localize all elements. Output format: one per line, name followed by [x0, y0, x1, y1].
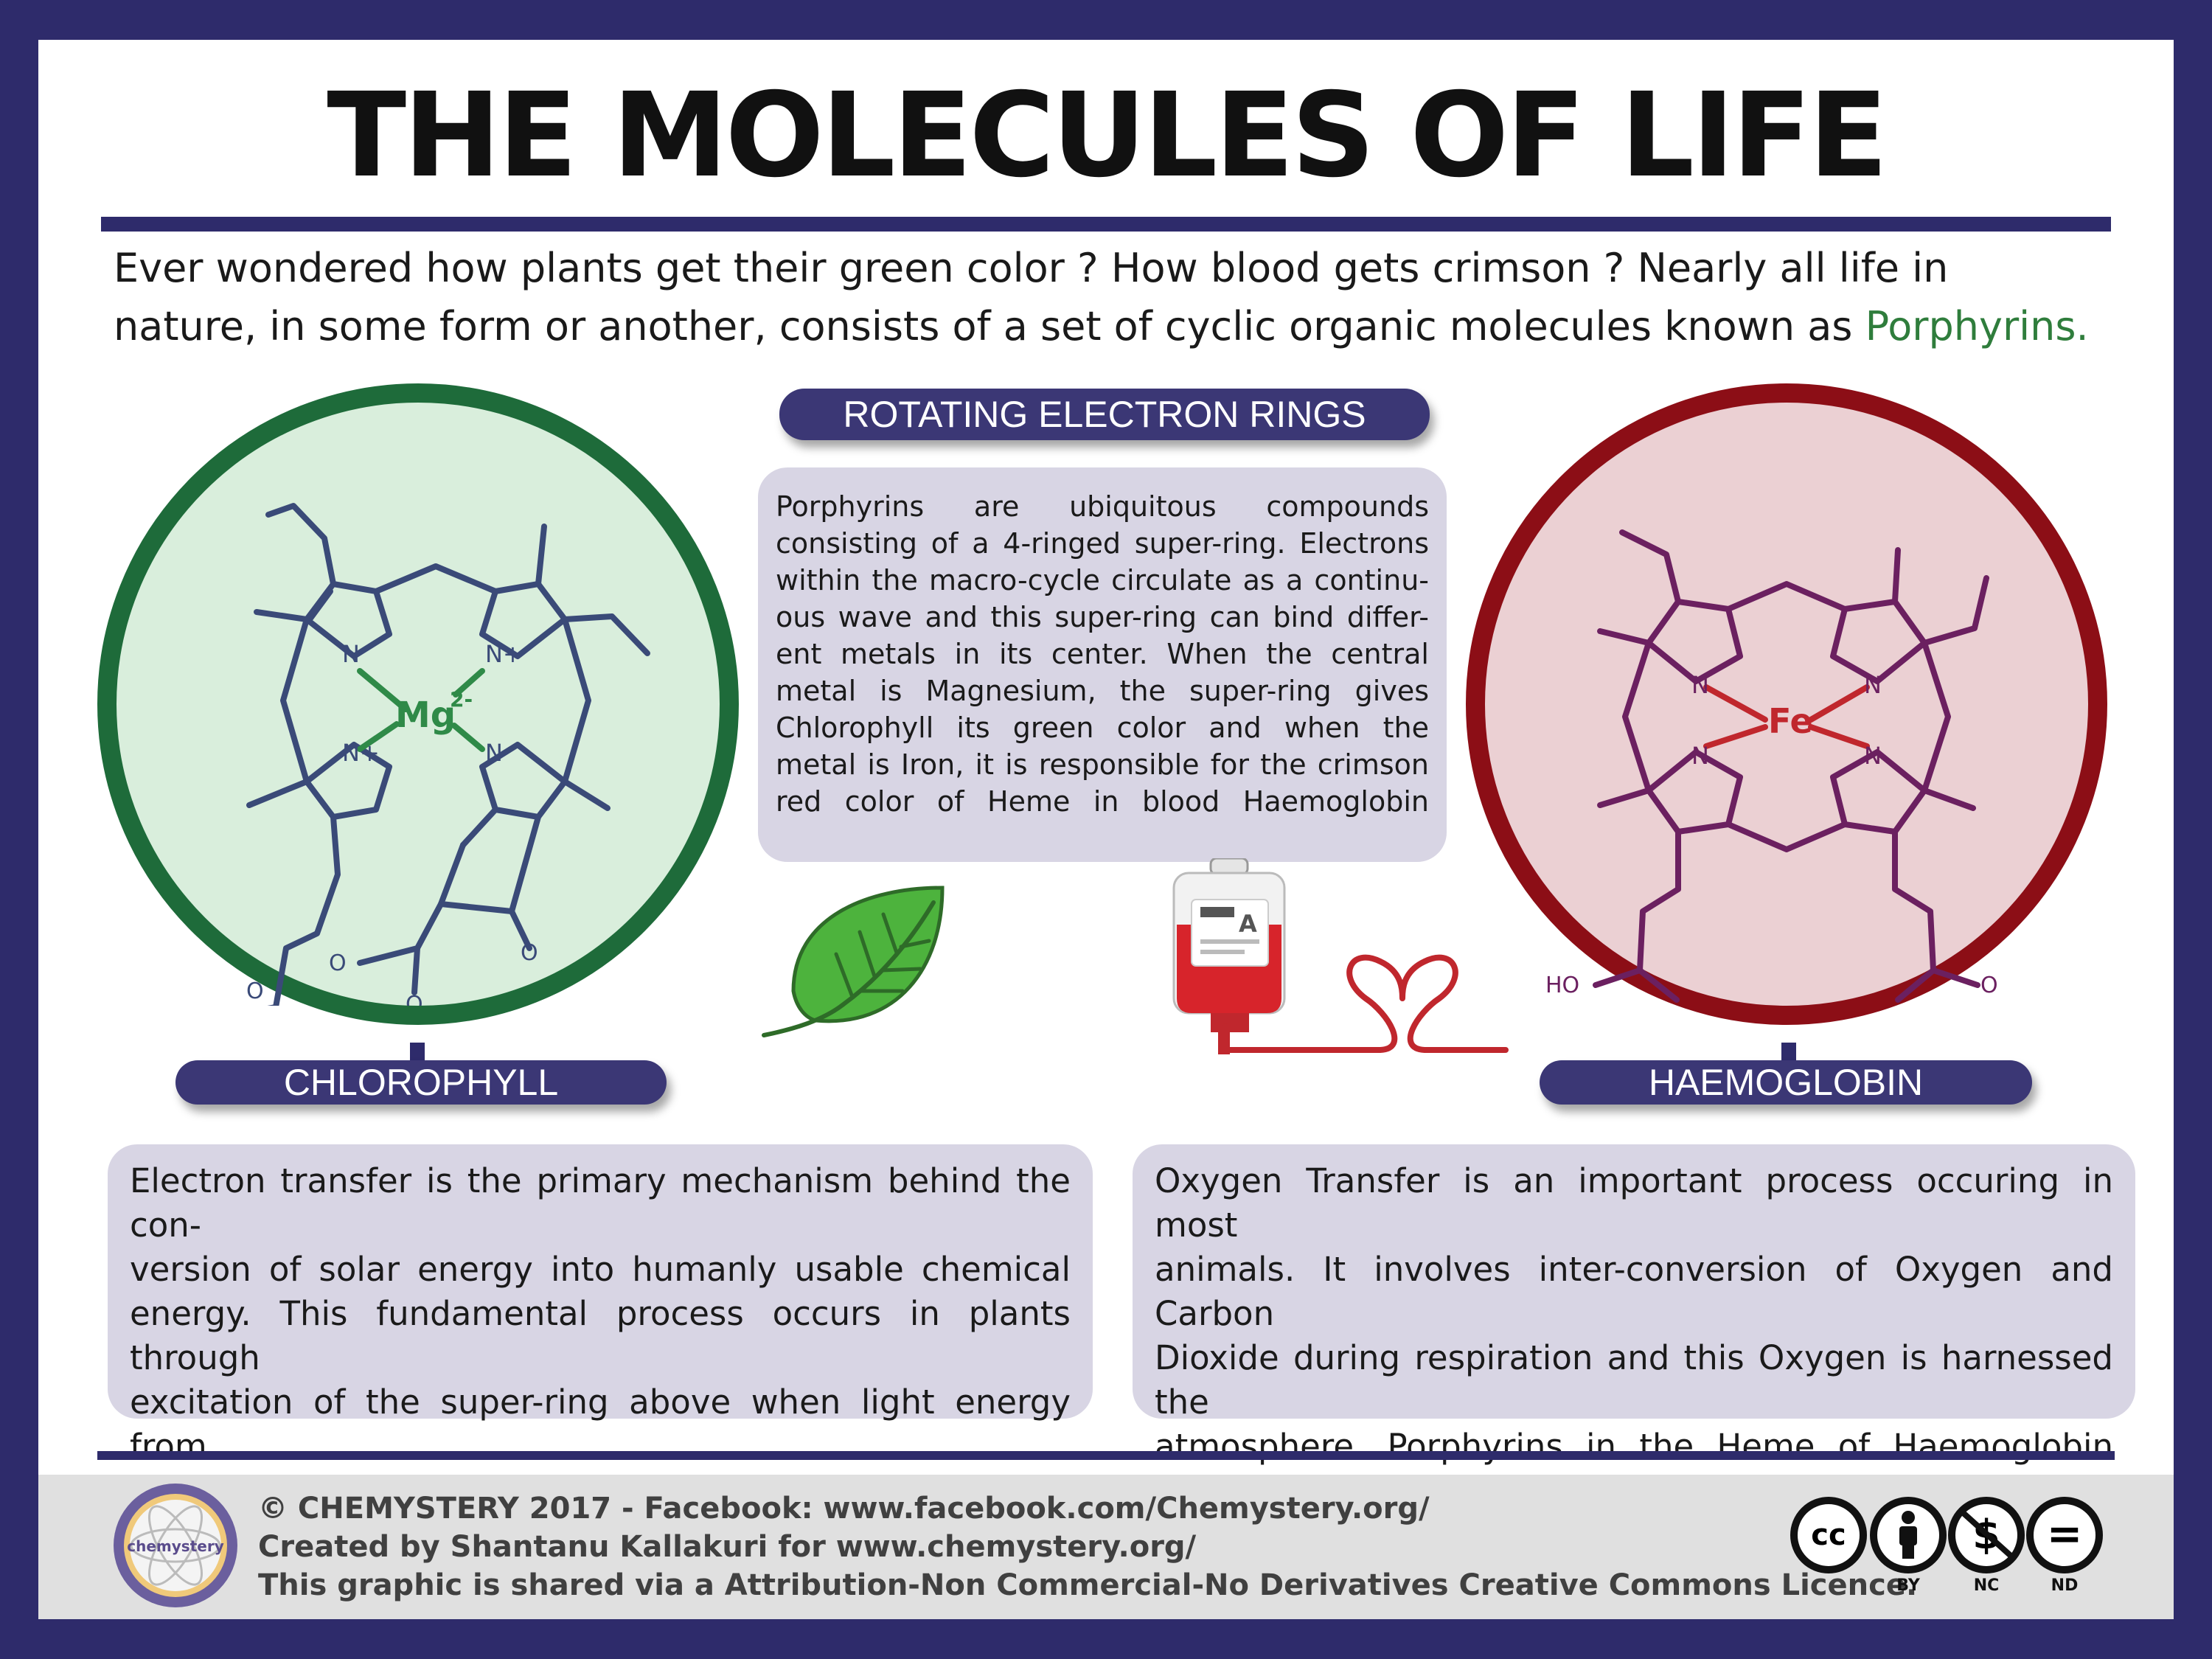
- center-line: ous wave and this super-ring can bind di…: [776, 601, 1429, 633]
- chlorophyll-line: Electron transfer is the primary mechani…: [130, 1161, 1071, 1245]
- haemoglobin-line: animals. It involves inter-conversion of…: [1155, 1250, 2113, 1333]
- center-line: Porphyrins are ubiquitous compounds: [776, 490, 1429, 523]
- haemoglobin-circle: Fe N N N N HO O HO O: [1466, 383, 2107, 1025]
- blood-bag-icon: A: [1172, 858, 1286, 1054]
- infographic-sheet: THE MOLECULES OF LIFE Ever wondered how …: [38, 40, 2174, 1619]
- footer-credits: © CHEMYSTERY 2017 - Facebook: www.facebo…: [258, 1489, 1917, 1604]
- footer-divider: [97, 1451, 2115, 1460]
- chlorophyll-line: version of solar energy into humanly usa…: [130, 1250, 1071, 1289]
- by-icon: [1870, 1497, 1947, 1573]
- chlorophyll-bonds: [246, 503, 650, 1006]
- oxygen-atom: O: [521, 940, 538, 966]
- footer: chemystery © CHEMYSTERY 2017 - Facebook:…: [38, 1475, 2174, 1619]
- oxygen-atom: O: [1674, 1004, 1691, 1006]
- center-line: metal is Magnesium, the super-ring gives: [776, 675, 1429, 707]
- magnesium-charge: 2-: [450, 687, 473, 712]
- porphyrins-highlight: Porphyrins.: [1865, 303, 2089, 349]
- coordination-bond: [1703, 684, 1768, 723]
- nitrogen-atom: N: [1864, 742, 1882, 770]
- center-line: red color of Heme in blood Haemoglobin: [776, 785, 1429, 818]
- page-title: THE MOLECULES OF LIFE: [327, 68, 1888, 204]
- magnesium-symbol: Mg: [395, 695, 456, 736]
- chlorophyll-connector: [410, 1043, 425, 1060]
- intro-line-1: Ever wondered how plants get their green…: [114, 245, 1949, 291]
- nitrogen-atom: N: [1691, 742, 1709, 770]
- center-line: metal is Iron, it is responsible for the…: [776, 748, 1429, 781]
- coordination-bond: [1703, 724, 1768, 749]
- chlorophyll-label: CHLOROPHYLL: [175, 1060, 667, 1105]
- nitrogen-atom: N: [485, 739, 503, 767]
- center-line: consisting of a 4-ringed super-ring. Ele…: [776, 527, 1429, 560]
- nitrogen-atom: N: [1864, 671, 1882, 699]
- title-divider: [101, 217, 2111, 232]
- oxygen-atom: O: [1980, 973, 1998, 998]
- haemoglobin-line: Oxygen Transfer is an important process …: [1155, 1161, 2113, 1245]
- haemoglobin-label: HAEMOGLOBIN: [1540, 1060, 2032, 1105]
- intro-line-2-prefix: nature, in some form or another, consist…: [114, 303, 1865, 349]
- nc-label: NC: [1973, 1576, 2000, 1595]
- oxygen-atom: O: [406, 992, 423, 1006]
- oxygen-atom: O: [246, 978, 264, 1004]
- chlorophyll-line: energy. This fundamental process occurs …: [130, 1294, 1071, 1377]
- center-line: ent metals in its center. When the centr…: [776, 638, 1429, 670]
- nc-icon: $: [1948, 1497, 2025, 1573]
- nitrogen-atom: N+: [485, 640, 523, 668]
- center-heading: ROTATING ELECTRON RINGS: [779, 389, 1430, 440]
- by-label: BY: [1896, 1576, 1920, 1595]
- intro-text: Ever wondered how plants get their green…: [114, 239, 2163, 355]
- heme-structure: Fe N N N N HO O HO O: [1545, 529, 1998, 1006]
- hydroxyl-label: HO: [1545, 973, 1579, 998]
- leaf-icon: [762, 886, 945, 1037]
- chlorophyll-structure: Mg 2- N N+ N+ N O O O O O: [246, 503, 650, 1006]
- nitrogen-atom: N: [1691, 671, 1709, 699]
- nitrogen-atom: N: [342, 640, 360, 668]
- chlorophyll-line: excitation of the super-ring above when …: [130, 1382, 1071, 1466]
- hydroxyl-label: HO: [1861, 1004, 1895, 1006]
- center-line: within the macro-cycle circulate as a co…: [776, 564, 1429, 597]
- haemoglobin-line: Dioxide during respiration and this Oxyg…: [1155, 1338, 2113, 1422]
- nitrogen-atom: N+: [342, 739, 380, 767]
- coordination-bond: [357, 721, 400, 752]
- heme-bonds: [1593, 529, 1989, 1003]
- intro-line-2: nature, in some form or another, consist…: [114, 297, 2163, 355]
- nd-label: ND: [2051, 1576, 2079, 1595]
- haemoglobin-connector: [1781, 1043, 1796, 1060]
- haemoglobin-description-box: Oxygen Transfer is an important process …: [1133, 1144, 2135, 1619]
- chemystery-logo: chemystery: [114, 1484, 237, 1607]
- logo-text: chemystery: [127, 1537, 223, 1555]
- chlorophyll-description-box: Electron transfer is the primary mechani…: [108, 1144, 1093, 1619]
- coordination-bond: [1808, 724, 1870, 749]
- coordination-bond: [451, 723, 485, 752]
- coordination-bond: [1808, 684, 1870, 723]
- chlorophyll-circle: Mg 2- N N+ N+ N O O O O O: [97, 383, 739, 1025]
- person-icon: [1899, 1511, 1917, 1559]
- license-line: This graphic is shared via a Attribution…: [258, 1568, 1918, 1602]
- oxygen-atom: O: [329, 950, 347, 976]
- blood-group-label: A: [1239, 910, 1257, 938]
- nd-icon: =: [2026, 1497, 2103, 1573]
- coordination-bond: [357, 668, 408, 712]
- coordination-bond: [453, 668, 485, 698]
- center-description-box: Porphyrins are ubiquitous compounds cons…: [758, 467, 1447, 862]
- heart-icon: [1222, 954, 1509, 1053]
- cc-icon: cc: [1790, 1497, 1867, 1573]
- iron-symbol: Fe: [1768, 701, 1813, 741]
- copyright-line: © CHEMYSTERY 2017 - Facebook: www.facebo…: [258, 1492, 1430, 1526]
- center-line: Chlorophyll its green color and when the: [776, 712, 1429, 744]
- oxygen-atom: O: [293, 1005, 311, 1006]
- creator-line: Created by Shantanu Kallakuri for www.ch…: [258, 1530, 1197, 1564]
